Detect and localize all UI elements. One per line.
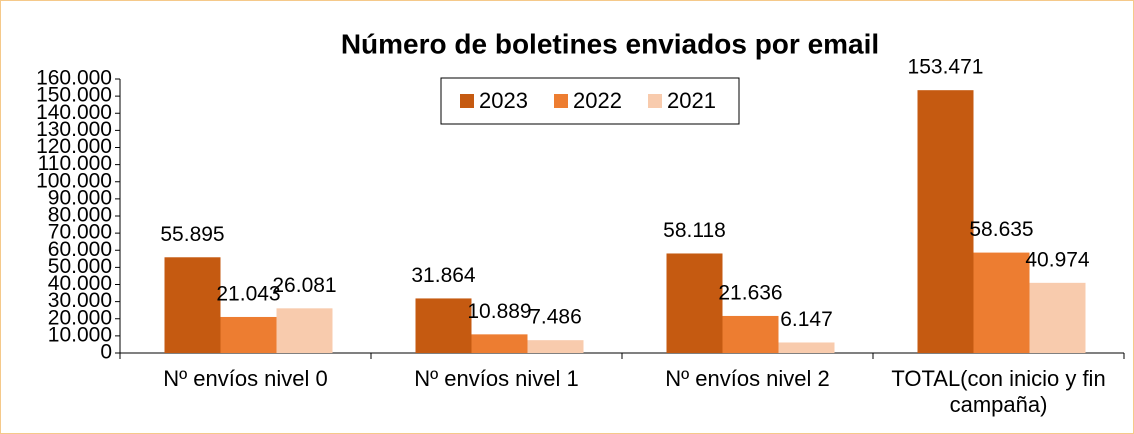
data-label: 55.895	[160, 223, 224, 246]
data-label: 40.974	[1025, 248, 1090, 271]
bar	[164, 257, 221, 353]
data-label: 58.118	[663, 219, 726, 242]
y-tick-label: 20.000	[48, 306, 112, 329]
y-tick-label: 110.000	[38, 152, 112, 175]
y-tick-label: 120.000	[36, 135, 112, 158]
data-label: 31.864	[411, 264, 476, 287]
data-label: 7.486	[529, 306, 582, 329]
bar	[666, 253, 723, 353]
y-tick-label: 140.000	[36, 101, 112, 124]
x-tick-label: Nº envíos nivel 1	[414, 366, 579, 391]
y-tick-label: 100.000	[36, 169, 112, 192]
data-label: 21.043	[216, 283, 280, 306]
x-tick-label: Nº envíos nivel 2	[665, 366, 830, 391]
y-tick-label: 40.000	[48, 272, 112, 295]
legend-swatch	[554, 94, 568, 108]
y-tick-label: 50.000	[48, 255, 112, 278]
bar	[1029, 282, 1086, 353]
legend-box	[440, 77, 740, 125]
data-label: 6.147	[780, 308, 833, 331]
bar	[471, 334, 528, 353]
legend-swatch	[460, 94, 474, 108]
legend-label: 2021	[667, 88, 716, 113]
bar	[778, 342, 835, 353]
y-tick-label: 160.000	[36, 67, 112, 90]
bar	[527, 340, 584, 353]
data-label: 26.081	[272, 274, 336, 297]
bar	[917, 90, 974, 354]
data-label: 58.635	[969, 218, 1033, 241]
data-label: 153.471	[908, 56, 984, 79]
bar	[722, 315, 779, 353]
chart-title: Número de boletines enviados por email	[341, 28, 879, 59]
y-tick-label: 0	[100, 341, 112, 364]
bar	[415, 298, 472, 353]
bar	[220, 316, 277, 353]
y-tick-label: 10.000	[48, 323, 112, 346]
legend-label: 2023	[479, 88, 528, 113]
data-label: 10.889	[467, 300, 531, 323]
bar	[973, 252, 1030, 353]
bar	[276, 308, 333, 353]
data-label: 21.636	[718, 281, 782, 304]
y-tick-label: 130.000	[36, 118, 112, 141]
y-tick-label: 90.000	[48, 186, 112, 209]
y-tick-label: 150.000	[36, 84, 112, 107]
x-tick-label: TOTAL(con inicio y fin campaña)	[891, 366, 1106, 417]
y-tick-label: 60.000	[48, 238, 112, 261]
legend-swatch	[648, 94, 662, 108]
y-tick-label: 70.000	[48, 221, 112, 244]
y-tick-label: 30.000	[48, 289, 112, 312]
legend-label: 2022	[573, 88, 622, 113]
y-tick-label: 80.000	[48, 204, 112, 227]
x-tick-label: Nº envíos nivel 0	[163, 366, 328, 391]
